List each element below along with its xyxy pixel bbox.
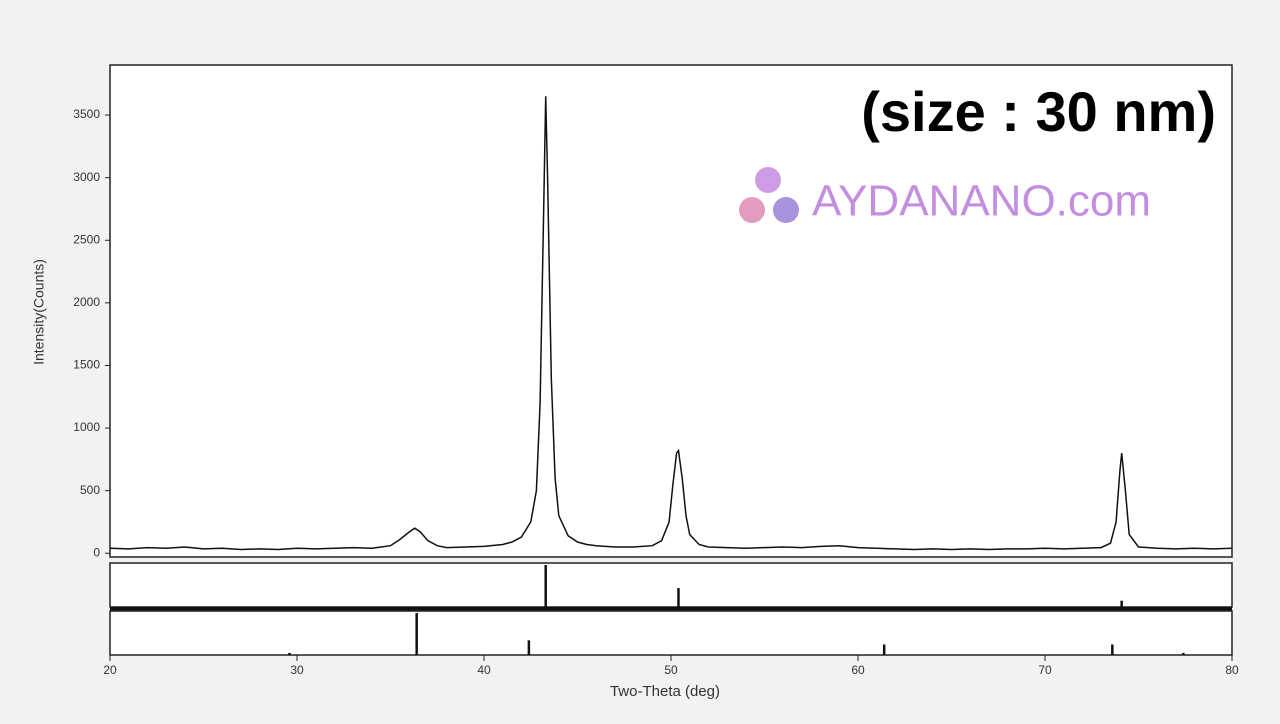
watermark: AYDANANO.com — [812, 177, 1151, 226]
y-tick-label: 500 — [80, 483, 100, 497]
x-tick-label: 60 — [851, 663, 865, 677]
x-tick-label: 40 — [477, 663, 491, 677]
panel-divider — [110, 607, 1232, 611]
annotation: (size : 30 nm) — [861, 80, 1216, 143]
x-tick-label: 50 — [664, 663, 678, 677]
reference-panel — [109, 562, 1233, 608]
x-tick-label: 80 — [1225, 663, 1239, 677]
y-axis-label: Intensity(Counts) — [31, 259, 47, 365]
x-tick-label: 30 — [290, 663, 304, 677]
x-axis-label: Two-Theta (deg) — [610, 683, 720, 700]
xrd-pattern — [109, 96, 1233, 551]
reference-panel — [109, 610, 1233, 656]
y-tick-label: 2500 — [73, 232, 100, 246]
y-tick-label: 2000 — [73, 295, 100, 309]
logo-icon — [739, 167, 799, 223]
x-tick-label: 70 — [1038, 663, 1052, 677]
y-tick-label: 1500 — [73, 358, 100, 372]
y-tick-label: 3000 — [73, 170, 100, 184]
y-tick-label: 0 — [93, 545, 100, 559]
y-tick-label: 1000 — [73, 420, 100, 434]
plot-frame — [109, 64, 1233, 558]
x-tick-label: 20 — [103, 663, 117, 677]
y-tick-label: 3500 — [73, 107, 100, 121]
